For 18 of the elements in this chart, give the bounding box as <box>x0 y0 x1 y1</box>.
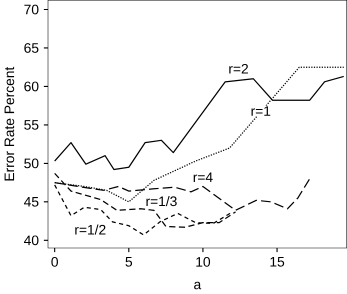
y-tick-label: 55 <box>24 120 38 130</box>
y-tick-label: 60 <box>24 82 38 92</box>
annotation: r=1 <box>252 106 270 116</box>
x-tick-label: 10 <box>196 257 210 267</box>
annotation: r=1/2 <box>75 224 106 235</box>
x-axis-title: a <box>194 282 202 290</box>
y-tick-label: 45 <box>24 197 38 207</box>
x-tick-label: 5 <box>126 257 132 267</box>
y-axis-title: Error Rate Percent <box>4 66 14 181</box>
annotation: r=1/3 <box>146 196 177 206</box>
annotation: r=2 <box>229 64 248 74</box>
y-tick-label: 50 <box>24 158 38 168</box>
y-tick-label: 70 <box>24 4 38 14</box>
y-tick-label: 40 <box>24 236 38 246</box>
x-tick-label: 15 <box>270 257 284 267</box>
y-tick-label: 65 <box>24 43 38 53</box>
x-tick-label: 0 <box>51 257 58 267</box>
annotation: r=4 <box>194 172 213 182</box>
